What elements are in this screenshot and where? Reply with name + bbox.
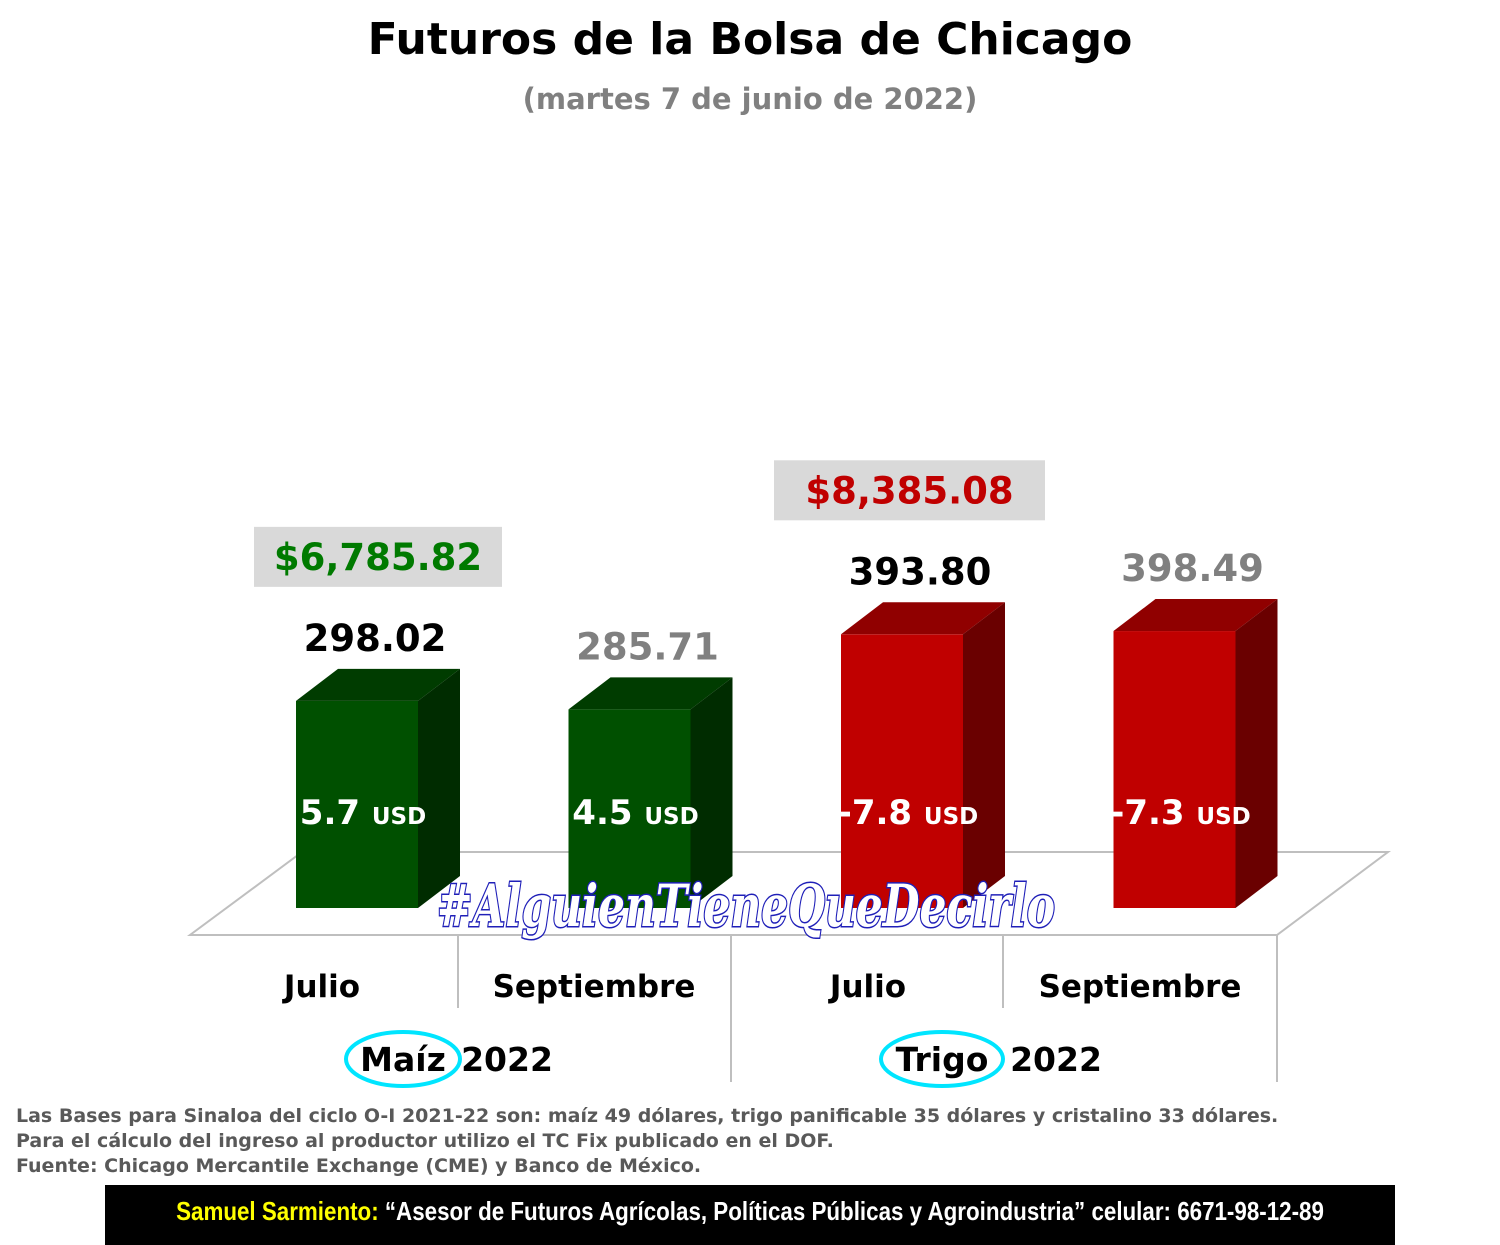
group-year-label: 2022 [1010, 1040, 1102, 1079]
highlight-circle [344, 1030, 462, 1088]
tick-label: Septiembre [493, 969, 696, 1005]
data-label: 298.02 [304, 617, 447, 660]
chart-title: Futuros de la Bolsa de Chicago [367, 14, 1133, 65]
bar-top-face [841, 602, 1005, 635]
data-label: 398.49 [1121, 547, 1264, 590]
hashtag-watermark: #AlguienTieneQueDecirlo [437, 872, 1055, 940]
peso-price: $8,385.08 [805, 469, 1013, 512]
group-year-label: 2022 [461, 1040, 553, 1079]
bar [568, 709, 691, 908]
bar-top-face [296, 668, 460, 701]
base-label: 4.5 USD [572, 793, 698, 833]
bar [1113, 631, 1236, 908]
highlight-circle [879, 1030, 1005, 1088]
bar-top-face [568, 677, 733, 710]
bar-chart: 298.02 5.7 USD Julio 285.71 4.5 USD Septiembr… [186, 460, 1392, 1088]
tick-label: Septiembre [1039, 969, 1242, 1005]
notes: Las Bases para Sinaloa del ciclo O-I 202… [16, 1104, 1278, 1179]
peso-price-box [254, 526, 502, 587]
bar [296, 700, 418, 908]
group-crop-label: Maíz [360, 1040, 446, 1079]
footer-text: “Asesor de Futuros Agrícolas, Políticas … [378, 1196, 1324, 1226]
tick-label: Julio [828, 969, 906, 1005]
data-label: 285.71 [576, 625, 719, 668]
bar-side-face [1235, 599, 1278, 908]
bar [841, 634, 963, 908]
bar-top-face [1113, 599, 1278, 632]
peso-price: $6,785.82 [274, 536, 482, 579]
chart-subtitle: (martes 7 de junio de 2022) [522, 82, 978, 116]
note-source: Fuente: Chicago Mercantile Exchange (CME… [16, 1155, 702, 1177]
data-label: 393.80 [849, 550, 992, 593]
tick-label: Julio [282, 969, 360, 1005]
base-label: -7.8 USD [838, 793, 979, 833]
chart-floor [186, 851, 1392, 936]
base-label: 5.7 USD [300, 793, 426, 833]
note-exchange-rate: Para el cálculo del ingreso al productor… [16, 1130, 834, 1152]
footer-banner: Samuel Sarmiento: “Asesor de Futuros Agr… [105, 1185, 1395, 1245]
peso-price-box [774, 460, 1045, 521]
note-bases: Las Bases para Sinaloa del ciclo O-I 202… [16, 1105, 1279, 1127]
bar-side-face [418, 668, 460, 908]
bar-side-face [963, 602, 1005, 908]
bar-side-face [690, 677, 733, 908]
base-label: -7.3 USD [1110, 793, 1251, 833]
group-crop-label: Trigo [896, 1040, 989, 1079]
footer-name: Samuel Sarmiento: [176, 1196, 379, 1226]
